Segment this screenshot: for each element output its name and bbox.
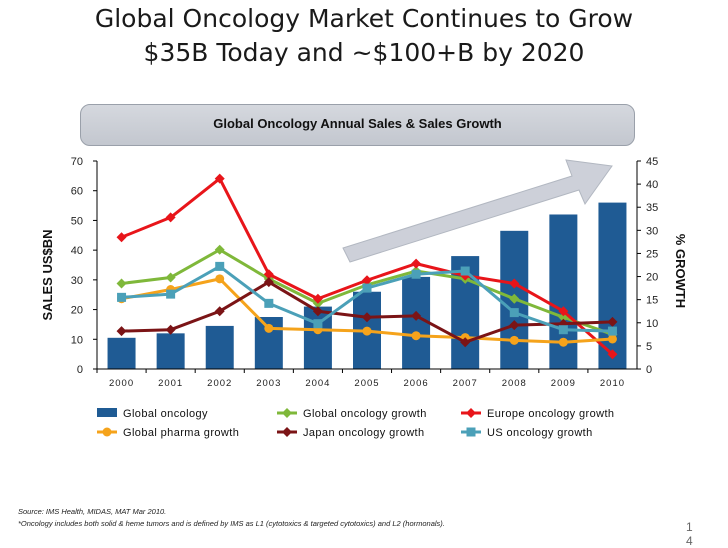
europe-oncology-growth-point-2000 [116,232,127,243]
x-tick-label: 2010 [600,378,625,389]
left-tick-label: 20 [71,305,83,317]
right-tick-label: 30 [646,225,658,237]
europe-oncology-growth-point-2010 [607,349,618,360]
legend-label-global-oncology: Global oncology [123,408,208,420]
chart-banner: Global Oncology Annual Sales & Sales Gro… [80,104,635,146]
bar-2006 [402,276,431,369]
japan-oncology-growth-point-2002 [214,306,225,317]
europe-oncology-growth-point-2002 [214,173,225,184]
europe-oncology-growth-point-2008 [509,278,520,289]
japan-oncology-growth-point-2006 [411,310,422,321]
europe-oncology-growth-point-2006 [411,258,422,269]
x-tick-label: 2002 [207,378,232,389]
us-oncology-growth-point-2001 [166,289,176,299]
page-number-line2: 4 [686,534,693,548]
us-oncology-growth-point-2003 [264,298,274,308]
x-tick-label: 2003 [256,378,281,389]
x-tick-label: 2008 [502,378,527,389]
chart-title: Global Oncology Annual Sales & Sales Gro… [213,116,502,131]
source-note: Source: IMS Health, MIDAS, MAT Mar 2010. [18,507,167,516]
us-oncology-growth-point-2002 [215,261,225,271]
europe-oncology-growth-point-2005 [362,275,372,286]
right-tick-label: 25 [646,248,658,260]
europe-oncology-growth-point-2004 [312,293,323,304]
right-tick-label: 15 [646,295,658,307]
x-tick-label: 2009 [551,378,576,389]
us-oncology-growth-point-2005 [362,283,372,293]
bar-2001 [156,333,185,369]
global-pharma-growth-point-2008 [509,335,519,345]
japan-oncology-growth-point-2000 [116,326,127,337]
left-tick-label: 40 [71,245,83,257]
right-axis-title: % GROWTH [673,234,688,308]
global-oncology-growth-point-2000 [116,278,127,289]
japan-oncology-growth-point-2007 [460,337,471,348]
oncology-definition-note: *Oncology includes both solid & heme tum… [18,519,445,528]
global-oncology-growth-point-2008 [509,293,520,304]
europe-oncology-growth-point-2001 [165,212,176,223]
global-pharma-growth-point-2003 [264,323,274,333]
us-oncology-growth-point-2006 [411,269,421,279]
japan-oncology-growth-point-2004 [312,306,323,317]
global-pharma-growth-point-2002 [215,274,225,284]
x-tick-label: 2007 [453,378,478,389]
us-oncology-growth-point-2007 [460,266,470,276]
left-tick-label: 70 [71,156,83,168]
japan-oncology-growth-point-2005 [362,312,372,323]
x-tick-label: 2000 [109,378,134,389]
legend-swatch-global-oncology [97,408,117,417]
x-tick-label: 2006 [404,378,429,389]
global-pharma-growth-point-2010 [607,334,617,344]
legend-marker-us-oncology-growth [466,427,476,437]
us-oncology-growth-point-2004 [313,319,323,329]
left-tick-label: 30 [71,275,83,287]
us-oncology-growth-point-2000 [117,292,127,302]
right-tick-label: 40 [646,179,658,191]
legend-label-japan-oncology-growth: Japan oncology growth [303,427,425,439]
right-tick-label: 45 [646,156,658,168]
right-tick-label: 5 [646,341,652,353]
legend-marker-global-oncology-growth [282,408,292,418]
left-tick-label: 10 [71,334,83,346]
global-pharma-growth-point-2006 [411,331,421,341]
right-tick-label: 10 [646,318,658,330]
global-oncology-growth-point-2001 [165,272,176,283]
bar-2000 [107,337,136,369]
legend-marker-europe-oncology-growth [466,408,476,418]
trend-arrow [342,159,613,263]
europe-oncology-growth-point-2009 [558,306,569,317]
global-pharma-growth-point-2005 [362,326,372,336]
europe-oncology-growth-point-2003 [263,269,274,280]
left-axis-title: SALES US$BN [40,229,55,320]
legend-label-europe-oncology-growth: Europe oncology growth [487,408,614,420]
japan-oncology-growth-point-2010 [607,316,618,327]
slide-title-line1: Global Oncology Market Continues to Grow [94,4,634,33]
legend-label-global-pharma-growth: Global pharma growth [123,427,239,439]
x-tick-label: 2005 [354,378,379,389]
bar-2002 [205,325,234,369]
legend-label-us-oncology-growth: US oncology growth [487,427,593,439]
us-oncology-growth-point-2010 [607,326,617,336]
left-tick-label: 50 [71,215,83,227]
left-tick-label: 60 [71,186,83,198]
x-tick-label: 2004 [305,378,330,389]
page-number-line1: 1 [686,520,693,534]
japan-oncology-growth-point-2008 [509,320,520,331]
global-pharma-growth-point-2009 [558,337,568,347]
legend-label-global-oncology-growth: Global oncology growth [303,408,427,420]
right-tick-label: 35 [646,202,658,214]
global-oncology-growth-point-2002 [214,244,225,255]
slide-title-line2: $35B Today and ~$100+B by 2020 [143,38,585,67]
us-oncology-growth-point-2008 [509,308,519,318]
right-tick-label: 20 [646,272,658,284]
right-tick-label: 0 [646,364,652,376]
japan-oncology-growth-point-2003 [263,277,274,288]
x-tick-label: 2001 [158,378,183,389]
left-tick-label: 0 [77,364,83,376]
legend-marker-japan-oncology-growth [282,427,292,437]
us-oncology-growth-point-2009 [558,325,568,335]
legend-marker-global-pharma-growth [102,427,112,437]
japan-oncology-growth-point-2001 [165,324,176,335]
